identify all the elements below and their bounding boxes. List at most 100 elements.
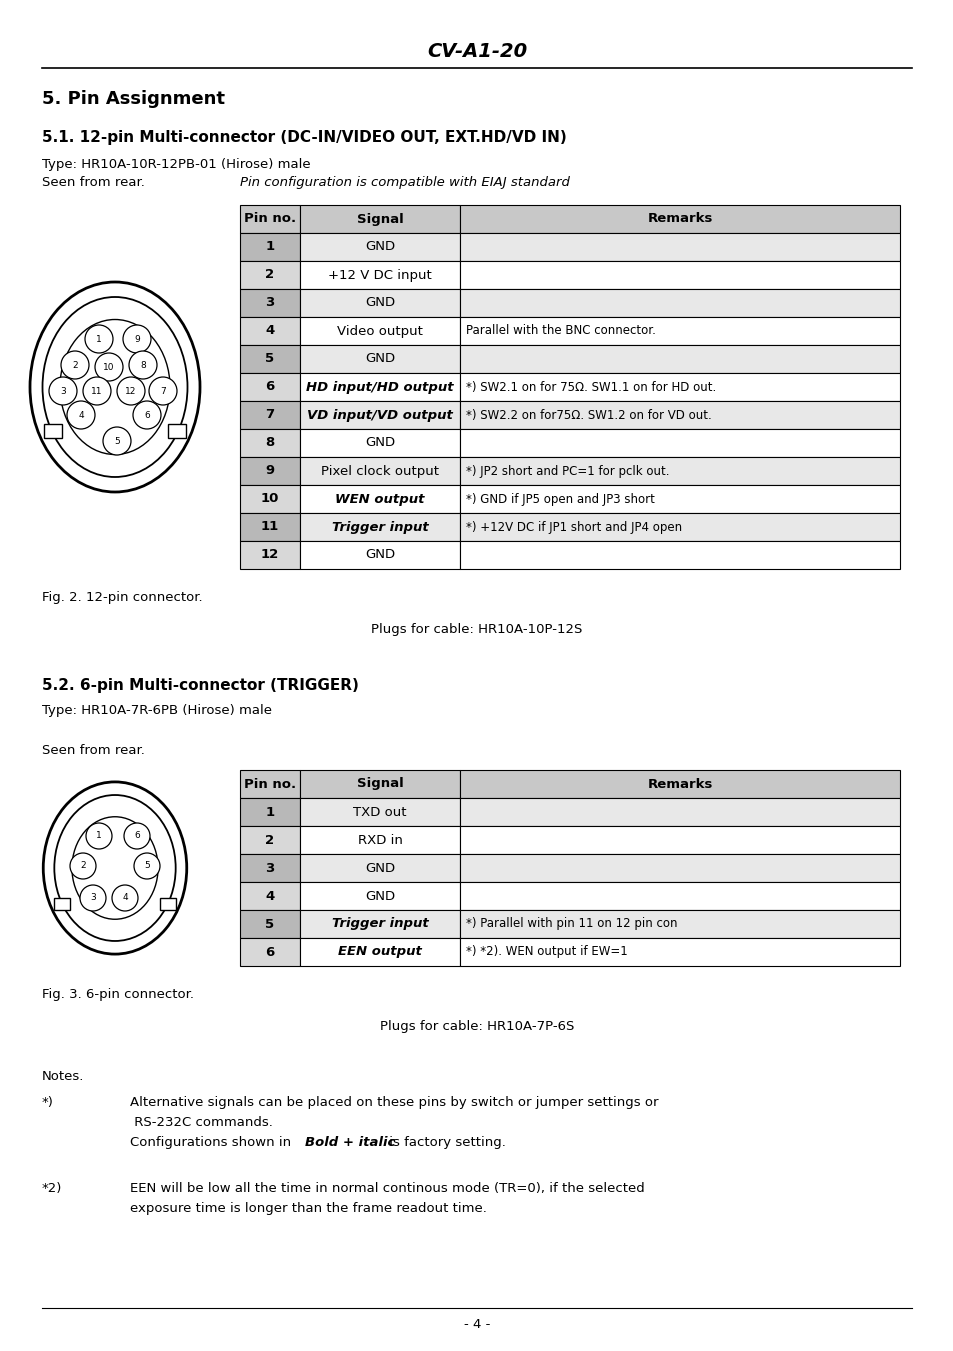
Text: Video output: Video output [336, 324, 422, 338]
Text: 5: 5 [114, 436, 120, 446]
Ellipse shape [54, 794, 175, 942]
Bar [299, 205, 459, 232]
Text: *) SW2.1 on for 75Ω. SW1.1 on for HD out.: *) SW2.1 on for 75Ω. SW1.1 on for HD out… [465, 381, 716, 393]
Bar [240, 205, 299, 232]
Text: *) SW2.2 on for75Ω. SW1.2 on for VD out.: *) SW2.2 on for75Ω. SW1.2 on for VD out. [465, 408, 711, 422]
Text: 4: 4 [265, 889, 274, 902]
Text: 1: 1 [265, 805, 274, 819]
Circle shape [49, 377, 77, 405]
Bar [459, 457, 899, 485]
Ellipse shape [71, 817, 158, 919]
Text: 3: 3 [265, 862, 274, 874]
Ellipse shape [60, 319, 170, 454]
Circle shape [112, 885, 138, 911]
Bar [240, 345, 299, 373]
Text: EEN output: EEN output [337, 946, 421, 958]
Text: VD input/VD output: VD input/VD output [307, 408, 453, 422]
Text: 5. Pin Assignment: 5. Pin Assignment [42, 91, 225, 108]
Text: Trigger input: Trigger input [332, 520, 428, 534]
Text: CV-A1-20: CV-A1-20 [426, 42, 527, 61]
Bar [299, 261, 459, 289]
Text: exposure time is longer than the frame readout time.: exposure time is longer than the frame r… [130, 1202, 486, 1215]
FancyBboxPatch shape [53, 898, 70, 911]
Text: Remarks: Remarks [647, 212, 712, 226]
Text: 7: 7 [160, 386, 166, 396]
Text: EEN will be low all the time in normal continous mode (TR=0), if the selected: EEN will be low all the time in normal c… [130, 1182, 644, 1196]
Text: 4: 4 [78, 411, 84, 420]
Bar [459, 770, 899, 798]
Ellipse shape [43, 297, 188, 477]
Text: Signal: Signal [356, 777, 403, 790]
Bar [240, 882, 299, 911]
Text: - 4 -: - 4 - [463, 1319, 490, 1331]
Circle shape [70, 852, 96, 880]
Text: Remarks: Remarks [647, 777, 712, 790]
Bar [240, 457, 299, 485]
Text: RS-232C commands.: RS-232C commands. [130, 1116, 273, 1129]
Circle shape [95, 353, 123, 381]
Bar [240, 540, 299, 569]
Bar [240, 798, 299, 825]
Text: 6: 6 [265, 946, 274, 958]
Bar [299, 854, 459, 882]
Bar [299, 317, 459, 345]
FancyBboxPatch shape [160, 898, 176, 911]
Circle shape [132, 401, 161, 430]
Text: 12: 12 [125, 386, 136, 396]
Ellipse shape [43, 782, 187, 954]
Text: 6: 6 [134, 831, 140, 840]
Bar [240, 485, 299, 513]
Text: Trigger input: Trigger input [332, 917, 428, 931]
Text: 5: 5 [144, 862, 150, 870]
Text: WEN output: WEN output [335, 493, 424, 505]
Text: GND: GND [365, 549, 395, 562]
Text: 8: 8 [265, 436, 274, 450]
Circle shape [86, 823, 112, 848]
Text: Plugs for cable: HR10A-10P-12S: Plugs for cable: HR10A-10P-12S [371, 623, 582, 636]
Circle shape [83, 377, 111, 405]
Text: Fig. 3. 6-pin connector.: Fig. 3. 6-pin connector. [42, 988, 193, 1001]
Text: 7: 7 [265, 408, 274, 422]
Text: 5: 5 [265, 353, 274, 366]
Text: 4: 4 [265, 324, 274, 338]
Text: *): *) [42, 1096, 53, 1109]
Text: 12: 12 [260, 549, 279, 562]
Bar [299, 232, 459, 261]
Circle shape [61, 351, 89, 380]
FancyBboxPatch shape [44, 424, 62, 438]
Text: Seen from rear.: Seen from rear. [42, 744, 145, 757]
Text: 9: 9 [265, 465, 274, 477]
Bar [299, 513, 459, 540]
Text: 2: 2 [80, 862, 86, 870]
Text: 5.2. 6-pin Multi-connector (TRIGGER): 5.2. 6-pin Multi-connector (TRIGGER) [42, 678, 358, 693]
Text: Alternative signals can be placed on these pins by switch or jumper settings or: Alternative signals can be placed on the… [130, 1096, 658, 1109]
Text: Pin configuration is compatible with EIAJ standard: Pin configuration is compatible with EIA… [240, 176, 569, 189]
Bar [459, 938, 899, 966]
Bar [459, 317, 899, 345]
Text: Fig. 2. 12-pin connector.: Fig. 2. 12-pin connector. [42, 590, 202, 604]
Text: Parallel with the BNC connector.: Parallel with the BNC connector. [465, 324, 656, 338]
Text: GND: GND [365, 889, 395, 902]
Bar [240, 854, 299, 882]
Text: 1: 1 [96, 335, 102, 343]
Text: HD input/HD output: HD input/HD output [306, 381, 454, 393]
Text: 9: 9 [134, 335, 140, 343]
Text: 11: 11 [260, 520, 279, 534]
Text: Seen from rear.: Seen from rear. [42, 176, 145, 189]
Bar [459, 540, 899, 569]
Bar [459, 911, 899, 938]
Text: Notes.: Notes. [42, 1070, 84, 1084]
Text: Pixel clock output: Pixel clock output [320, 465, 438, 477]
Bar [299, 770, 459, 798]
Bar [459, 798, 899, 825]
Circle shape [124, 823, 150, 848]
Text: Configurations shown in: Configurations shown in [130, 1136, 295, 1148]
Circle shape [133, 852, 160, 880]
Bar [299, 911, 459, 938]
Bar [240, 232, 299, 261]
Text: is factory setting.: is factory setting. [385, 1136, 505, 1148]
Text: 2: 2 [265, 269, 274, 281]
Bar [299, 798, 459, 825]
Text: 3: 3 [265, 296, 274, 309]
Bar [459, 205, 899, 232]
